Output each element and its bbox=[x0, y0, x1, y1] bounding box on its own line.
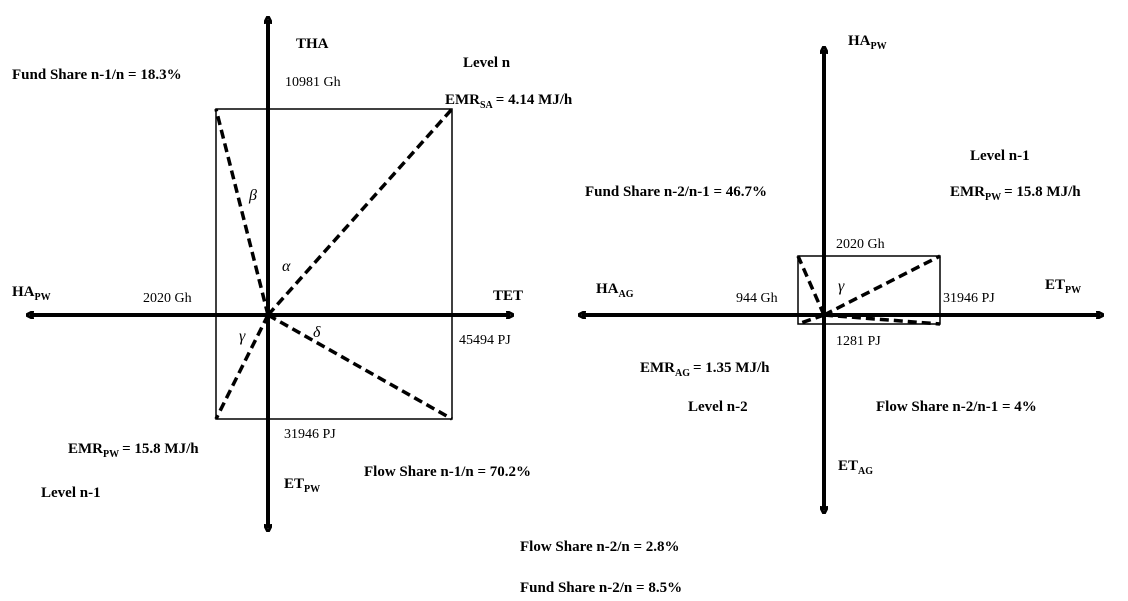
left-flow-share: Flow Share n-1/n = 70.2% bbox=[364, 464, 531, 480]
emr-pw-diagonal bbox=[823, 254, 941, 317]
left-top-axis-label: THA bbox=[296, 36, 329, 52]
right-gamma-angle-label: γ bbox=[838, 278, 845, 295]
left-bottom-axis-label: ETPW bbox=[284, 476, 320, 495]
beta-diagonal bbox=[214, 108, 270, 316]
left-fund-share: Fund Share n-1/n = 18.3% bbox=[12, 67, 182, 83]
delta-diagonal bbox=[267, 313, 453, 421]
left-upper-rect bbox=[215, 108, 453, 316]
right-top-axis-label: HAPW bbox=[848, 33, 887, 52]
left-level-n: Level n bbox=[463, 55, 511, 71]
left-diagram: THA TET HAPW ETPW 10981 Gh 2020 Gh 45494… bbox=[12, 20, 573, 528]
right-upper-rect bbox=[797, 255, 941, 316]
right-value-bottom: 1281 PJ bbox=[836, 334, 881, 349]
right-diagram: HAPW ETPW HAAG ETAG 2020 Gh 944 Gh 31946… bbox=[582, 33, 1100, 510]
right-left-axis-label: HAAG bbox=[596, 281, 634, 300]
right-value-left: 944 Gh bbox=[736, 291, 778, 306]
alpha-angle-label: α bbox=[282, 258, 291, 275]
left-left-axis-label: HAPW bbox=[12, 284, 51, 303]
bottom-shares: Flow Share n-2/n = 2.8% Fund Share n-2/n… bbox=[520, 539, 682, 596]
right-emr-ag: EMRAG = 1.35 MJ/h bbox=[640, 360, 770, 379]
right-flow-share: Flow Share n-2/n-1 = 4% bbox=[876, 399, 1037, 415]
right-fund-share: Fund Share n-2/n-1 = 46.7% bbox=[585, 184, 767, 200]
right-lower-rect bbox=[797, 314, 941, 325]
right-value-right: 31946 PJ bbox=[943, 291, 995, 306]
right-lower-right-diagonal bbox=[823, 313, 941, 326]
gamma-angle-label: γ bbox=[239, 328, 246, 345]
flow-share-n-2-n: Flow Share n-2/n = 2.8% bbox=[520, 539, 680, 555]
right-bottom-axis-label: ETAG bbox=[838, 458, 873, 477]
left-value-left: 2020 Gh bbox=[143, 291, 192, 306]
right-value-top: 2020 Gh bbox=[836, 237, 885, 252]
left-lower-rect bbox=[215, 314, 453, 420]
gamma-diagonal bbox=[214, 314, 270, 420]
left-value-right: 45494 PJ bbox=[459, 333, 511, 348]
delta-angle-label: δ bbox=[313, 324, 321, 341]
left-value-bottom: 31946 PJ bbox=[284, 427, 336, 442]
right-upper-left-diagonal bbox=[796, 255, 826, 316]
left-level-n-1: Level n-1 bbox=[41, 485, 101, 501]
right-right-axis-label: ETPW bbox=[1045, 277, 1081, 296]
left-value-top: 10981 Gh bbox=[285, 75, 341, 90]
right-lower-left-diagonal bbox=[797, 313, 825, 326]
beta-angle-label: β bbox=[248, 187, 257, 204]
left-emr-sa: EMRSA = 4.14 MJ/h bbox=[445, 92, 573, 111]
left-right-axis-label: TET bbox=[493, 288, 523, 304]
fund-share-n-2-n: Fund Share n-2/n = 8.5% bbox=[520, 580, 682, 596]
left-emr-pw: EMRPW = 15.8 MJ/h bbox=[68, 441, 199, 460]
right-level-n-2: Level n-2 bbox=[688, 399, 748, 415]
right-level-n-1: Level n-1 bbox=[970, 148, 1030, 164]
right-emr-pw: EMRPW = 15.8 MJ/h bbox=[950, 184, 1081, 203]
emr-sa-diagonal bbox=[266, 107, 454, 317]
